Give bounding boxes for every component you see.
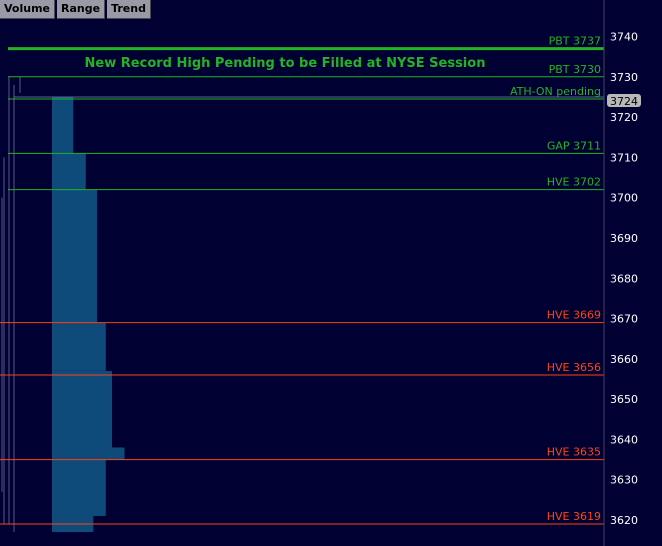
profile-bar [52, 322, 106, 371]
profile-bar [52, 96, 74, 154]
profile-bar [52, 153, 86, 190]
y-tick-label: 3650 [610, 393, 638, 406]
level-label: HVE 3669 [547, 309, 601, 322]
tab-trend[interactable]: Trend [107, 0, 151, 19]
y-tick-label: 3620 [610, 514, 638, 527]
level-label: PBT 3737 [549, 35, 601, 48]
level-label: HVE 3619 [547, 510, 601, 523]
y-tick-label: 3630 [610, 474, 638, 487]
level-label: HVE 3656 [547, 361, 601, 374]
current-price-badge [607, 93, 641, 107]
y-tick-label: 3690 [610, 232, 638, 245]
y-tick-label: 3660 [610, 353, 638, 366]
profile-bar [52, 189, 97, 323]
tab-volume[interactable]: Volume [0, 0, 55, 19]
level-label: PBT 3730 [549, 63, 601, 76]
profile-bar [52, 459, 106, 516]
y-tick-label: 3680 [610, 272, 638, 285]
current-price-label: 3724 [610, 95, 638, 108]
level-label: GAP 3711 [547, 139, 601, 152]
toolbar-tabs: Volume Range Trend [0, 0, 151, 19]
tab-range[interactable]: Range [57, 0, 106, 19]
chart-title: New Record High Pending to be Filled at … [85, 56, 486, 71]
y-tick-label: 3670 [610, 313, 638, 326]
y-tick-label: 3700 [610, 192, 638, 205]
y-tick-label: 3720 [610, 111, 638, 124]
y-tick-label: 3740 [610, 31, 638, 44]
y-tick-label: 3710 [610, 151, 638, 164]
y-tick-label: 3730 [610, 71, 638, 84]
profile-bar [52, 447, 125, 460]
level-label: ATH-ON pending [510, 85, 601, 98]
level-label: HVE 3702 [547, 176, 601, 189]
y-tick-label: 3640 [610, 433, 638, 446]
level-label: HVE 3635 [547, 446, 601, 459]
profile-bar [52, 370, 112, 448]
